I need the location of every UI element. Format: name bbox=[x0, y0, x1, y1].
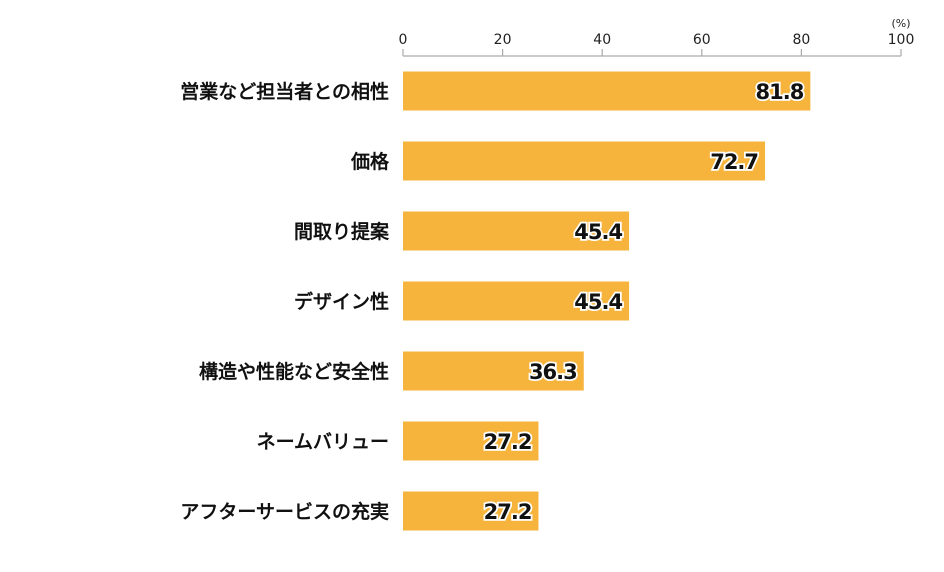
value-label: 27.2 bbox=[484, 500, 532, 524]
x-tick-label: 0 bbox=[399, 32, 408, 48]
bar bbox=[403, 141, 766, 181]
category-label: アフターサービスの充実 bbox=[180, 500, 389, 523]
x-tick-label: 80 bbox=[792, 32, 810, 48]
category-label: ネームバリュー bbox=[257, 431, 389, 453]
bar bbox=[403, 71, 811, 111]
x-tick-label: 40 bbox=[593, 32, 611, 48]
x-tick-label: 100 bbox=[888, 32, 915, 48]
bar bbox=[403, 491, 539, 531]
unit-label: (%) bbox=[891, 17, 910, 30]
category-label: 構造や性能など安全性 bbox=[199, 360, 389, 383]
category-label: 間取り提案 bbox=[294, 220, 390, 243]
category-label: 価格 bbox=[350, 150, 390, 173]
value-label: 81.8 bbox=[756, 80, 804, 104]
bar bbox=[403, 351, 584, 391]
bar bbox=[403, 281, 630, 321]
category-label: デザイン性 bbox=[294, 290, 389, 313]
value-label: 36.3 bbox=[529, 360, 577, 384]
value-label: 45.4 bbox=[574, 220, 622, 244]
bar bbox=[403, 211, 630, 251]
value-label: 27.2 bbox=[484, 430, 532, 454]
category-label: 営業など担当者との相性 bbox=[180, 80, 389, 103]
x-tick-label: 20 bbox=[494, 32, 512, 48]
value-label: 45.4 bbox=[574, 290, 622, 314]
bar bbox=[403, 421, 539, 461]
x-tick-label: 60 bbox=[693, 32, 711, 48]
value-label: 72.7 bbox=[710, 150, 758, 174]
